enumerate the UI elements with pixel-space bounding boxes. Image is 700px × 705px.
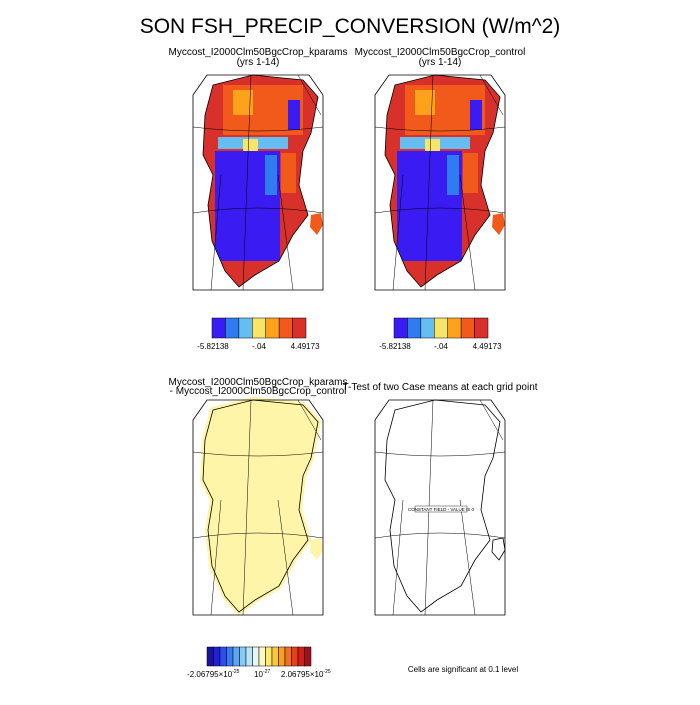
colorbar-box [238,317,253,339]
panel-title: Myccost_I2000Clm50BgcCrop_kparams [169,47,348,58]
colorbar-box [393,317,408,339]
colorbar-box [278,646,286,667]
colorbar-box [252,646,260,667]
colorbar-box [474,317,489,339]
panel-title: T-Test of two Case means at each grid po… [342,382,537,393]
colorbar-box [460,317,475,339]
colorbar-box [278,317,293,339]
note: Cells are significant at 0.1 level [408,665,519,674]
colorbar-box [420,317,435,339]
colorbar-box [265,317,280,339]
map: CONSTANT FIELD - VALUE IS 0 [374,399,506,616]
colorbar-box [225,317,240,339]
colorbar-box [434,317,448,339]
colorbar-box [258,646,266,667]
colorbar-label: 10-27 [254,669,270,679]
colorbar-box [252,317,266,339]
colorbar: -5.82138 -.04 4.49173 [197,317,320,351]
panel-subtitle: (yrs 1-14) [237,57,280,68]
colorbar-box [447,317,462,339]
colorbar-box [219,646,227,667]
colorbar-box [291,646,299,667]
map [375,75,505,290]
colorbar-box [292,317,307,339]
panel-title: Myccost_I2000Clm50BgcCrop_kparams [169,377,348,388]
label-mantissa: 2.06795×10 [281,670,324,679]
label-exponent: -25 [232,669,239,675]
colorbar: -5.82138 -.04 4.49173 [379,317,502,351]
colorbar-label: -.04 [434,342,448,351]
colorbar-label: -5.82138 [197,342,229,351]
colorbar-box [265,646,273,667]
colorbar-box [245,646,253,667]
figure-title: SON FSH_PRECIP_CONVERSION (W/m^2) [140,15,561,38]
colorbar-label: -2.06795×10-25 [187,669,240,679]
colorbar-box [304,646,312,667]
colorbar-box [232,646,240,667]
colorbar-box [211,317,226,339]
panel-subtitle: (yrs 1-14) [419,57,462,68]
colorbar-box [407,317,422,339]
colorbar-label: 2.06795×10-25 [281,669,331,679]
colorbar-box [284,646,292,667]
label-mantissa: -2.06795×10 [187,670,233,679]
colorbar-box [213,646,221,667]
map [193,75,323,290]
colorbar-box [297,646,305,667]
colorbar-box [226,646,234,667]
colorbar-box [271,646,279,667]
panel-title: Myccost_I2000Clm50BgcCrop_control [355,47,526,58]
label-mantissa: 10 [254,670,263,679]
label-exponent: -27 [263,669,270,675]
label-exponent: -25 [323,669,330,675]
colorbar-label: -5.82138 [379,342,411,351]
colorbar-label: -.04 [252,342,266,351]
colorbar-box [239,646,247,667]
colorbar-label: 4.49173 [291,342,320,351]
colorbar-label: 4.49173 [473,342,502,351]
colorbar: -2.06795×10-25 10-27 2.06795×10-25 [187,646,331,679]
annotation: CONSTANT FIELD - VALUE IS 0 [408,507,475,512]
map [192,400,324,616]
colorbar-box [206,646,214,667]
panel-subtitle: - Myccost_I2000Clm50BgcCrop_control [170,386,347,397]
